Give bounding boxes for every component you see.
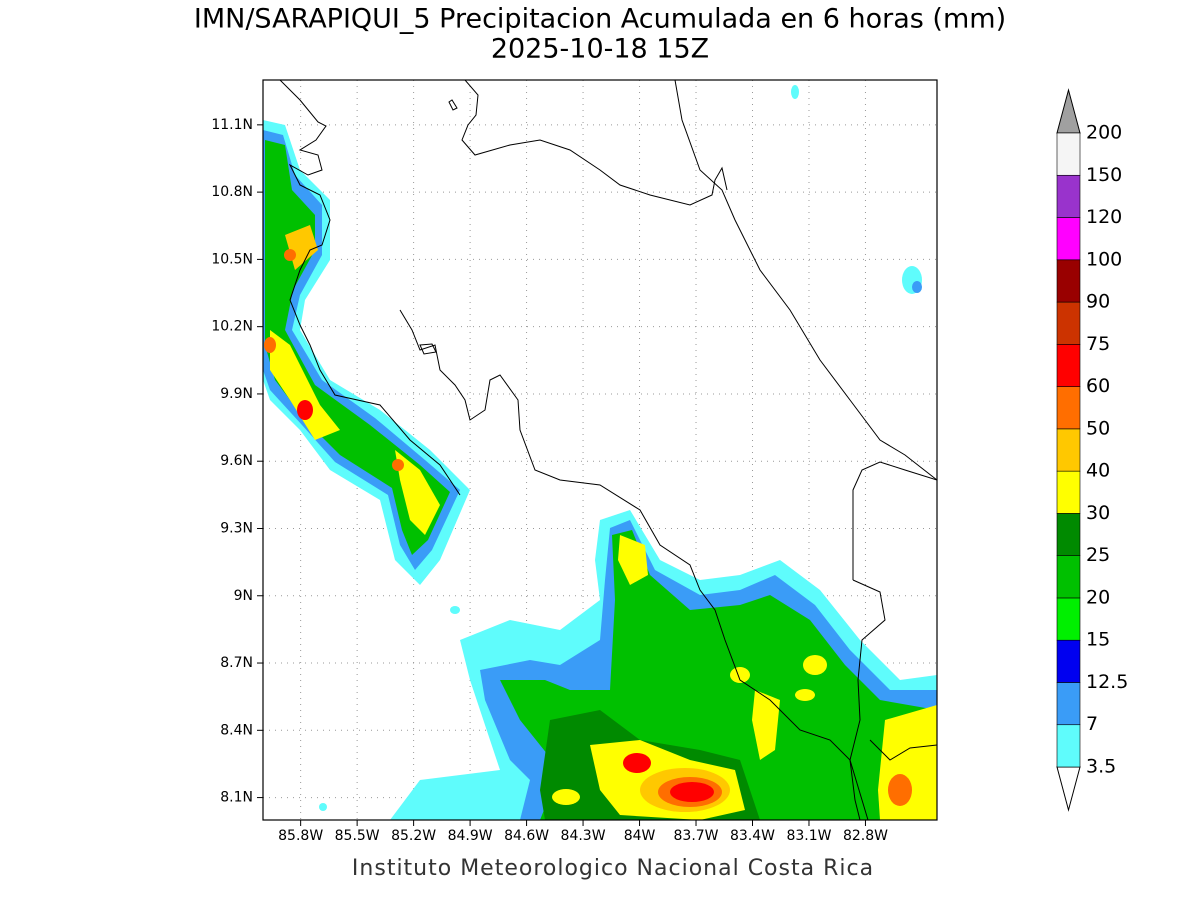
colorbar-under xyxy=(1056,766,1081,812)
x-tick-label: 84.3W xyxy=(561,828,606,844)
precip-field xyxy=(263,85,937,820)
colorbar-label: 12.5 xyxy=(1086,671,1128,693)
y-tick-label: 10.2N xyxy=(211,319,253,335)
colorbar-box xyxy=(1056,259,1081,303)
colorbar-label: 200 xyxy=(1086,122,1122,144)
colorbar-box xyxy=(1056,724,1081,768)
y-tick-label: 8.4N xyxy=(220,722,253,738)
x-tick-label: 85.2W xyxy=(391,828,436,844)
y-tick-label: 8.1N xyxy=(220,790,253,806)
rain-band-north xyxy=(263,120,470,585)
y-tick-label: 11.1N xyxy=(211,117,253,133)
x-tick-label: 83.7W xyxy=(674,828,719,844)
x-tick-label: 84.9W xyxy=(448,828,493,844)
x-tick-label: 85.8W xyxy=(278,828,323,844)
colorbar-label: 50 xyxy=(1086,417,1110,439)
colorbar-label: 120 xyxy=(1086,206,1122,228)
y-tick-label: 9.9N xyxy=(220,386,253,402)
colorbar-label: 100 xyxy=(1086,248,1122,270)
x-tick-label: 82.8W xyxy=(843,828,888,844)
colorbar-label: 75 xyxy=(1086,333,1110,355)
rain-band-south xyxy=(390,510,937,820)
colorbar-box xyxy=(1056,513,1081,556)
colorbar-label: 150 xyxy=(1086,164,1122,186)
colorbar-over xyxy=(1056,88,1081,134)
colorbar-box xyxy=(1056,428,1081,472)
y-tick-label: 9.6N xyxy=(220,453,253,469)
x-tick-label: 84W xyxy=(624,828,656,844)
footer: Instituto Meteorologico Nacional Costa R… xyxy=(352,856,874,881)
colorbar-box xyxy=(1056,132,1081,176)
y-tick-label: 10.8N xyxy=(211,184,253,200)
y-tick-label: 10.5N xyxy=(211,251,253,267)
colorbar-label: 90 xyxy=(1086,291,1110,313)
colorbar-box xyxy=(1056,682,1081,726)
colorbar: 3.5 7 12.5 15 20 25 30 40 50 60 75 90 100 120 150 200 xyxy=(1056,122,1128,778)
colorbar-label: 60 xyxy=(1086,375,1110,397)
y-tick-label: 9.3N xyxy=(220,520,253,536)
colorbar-label: 25 xyxy=(1086,544,1110,566)
colorbar-box xyxy=(1056,386,1081,430)
x-tick-label: 84.6W xyxy=(504,828,549,844)
coastlines xyxy=(279,80,937,820)
map-subtitle: 2025-10-18 15Z xyxy=(491,34,709,65)
x-tick-label: 85.5W xyxy=(335,828,380,844)
colorbar-label: 3.5 xyxy=(1086,756,1116,778)
colorbar-box xyxy=(1056,639,1081,683)
y-tick-label: 8.7N xyxy=(220,655,253,671)
colorbar-box xyxy=(1056,301,1081,345)
colorbar-box xyxy=(1056,217,1081,261)
colorbar-label: 15 xyxy=(1086,629,1110,651)
colorbar-box xyxy=(1056,344,1081,387)
rain-cells-small xyxy=(319,85,922,811)
colorbar-box xyxy=(1056,597,1081,641)
colorbar-box xyxy=(1056,470,1081,514)
colorbar-label: 20 xyxy=(1086,586,1110,608)
map-title: IMN/SARAPIQUI_5 Precipitacion Acumulada … xyxy=(194,4,1006,35)
colorbar-box xyxy=(1056,555,1081,599)
map-frame xyxy=(262,79,938,821)
colorbar-label: 7 xyxy=(1086,713,1098,735)
x-tick-label: 83.1W xyxy=(786,828,831,844)
x-tick-label: 83.4W xyxy=(730,828,775,844)
colorbar-label: 30 xyxy=(1086,502,1110,524)
colorbar-box xyxy=(1056,174,1081,218)
y-tick-label: 9N xyxy=(234,588,253,604)
colorbar-label: 40 xyxy=(1086,460,1110,482)
